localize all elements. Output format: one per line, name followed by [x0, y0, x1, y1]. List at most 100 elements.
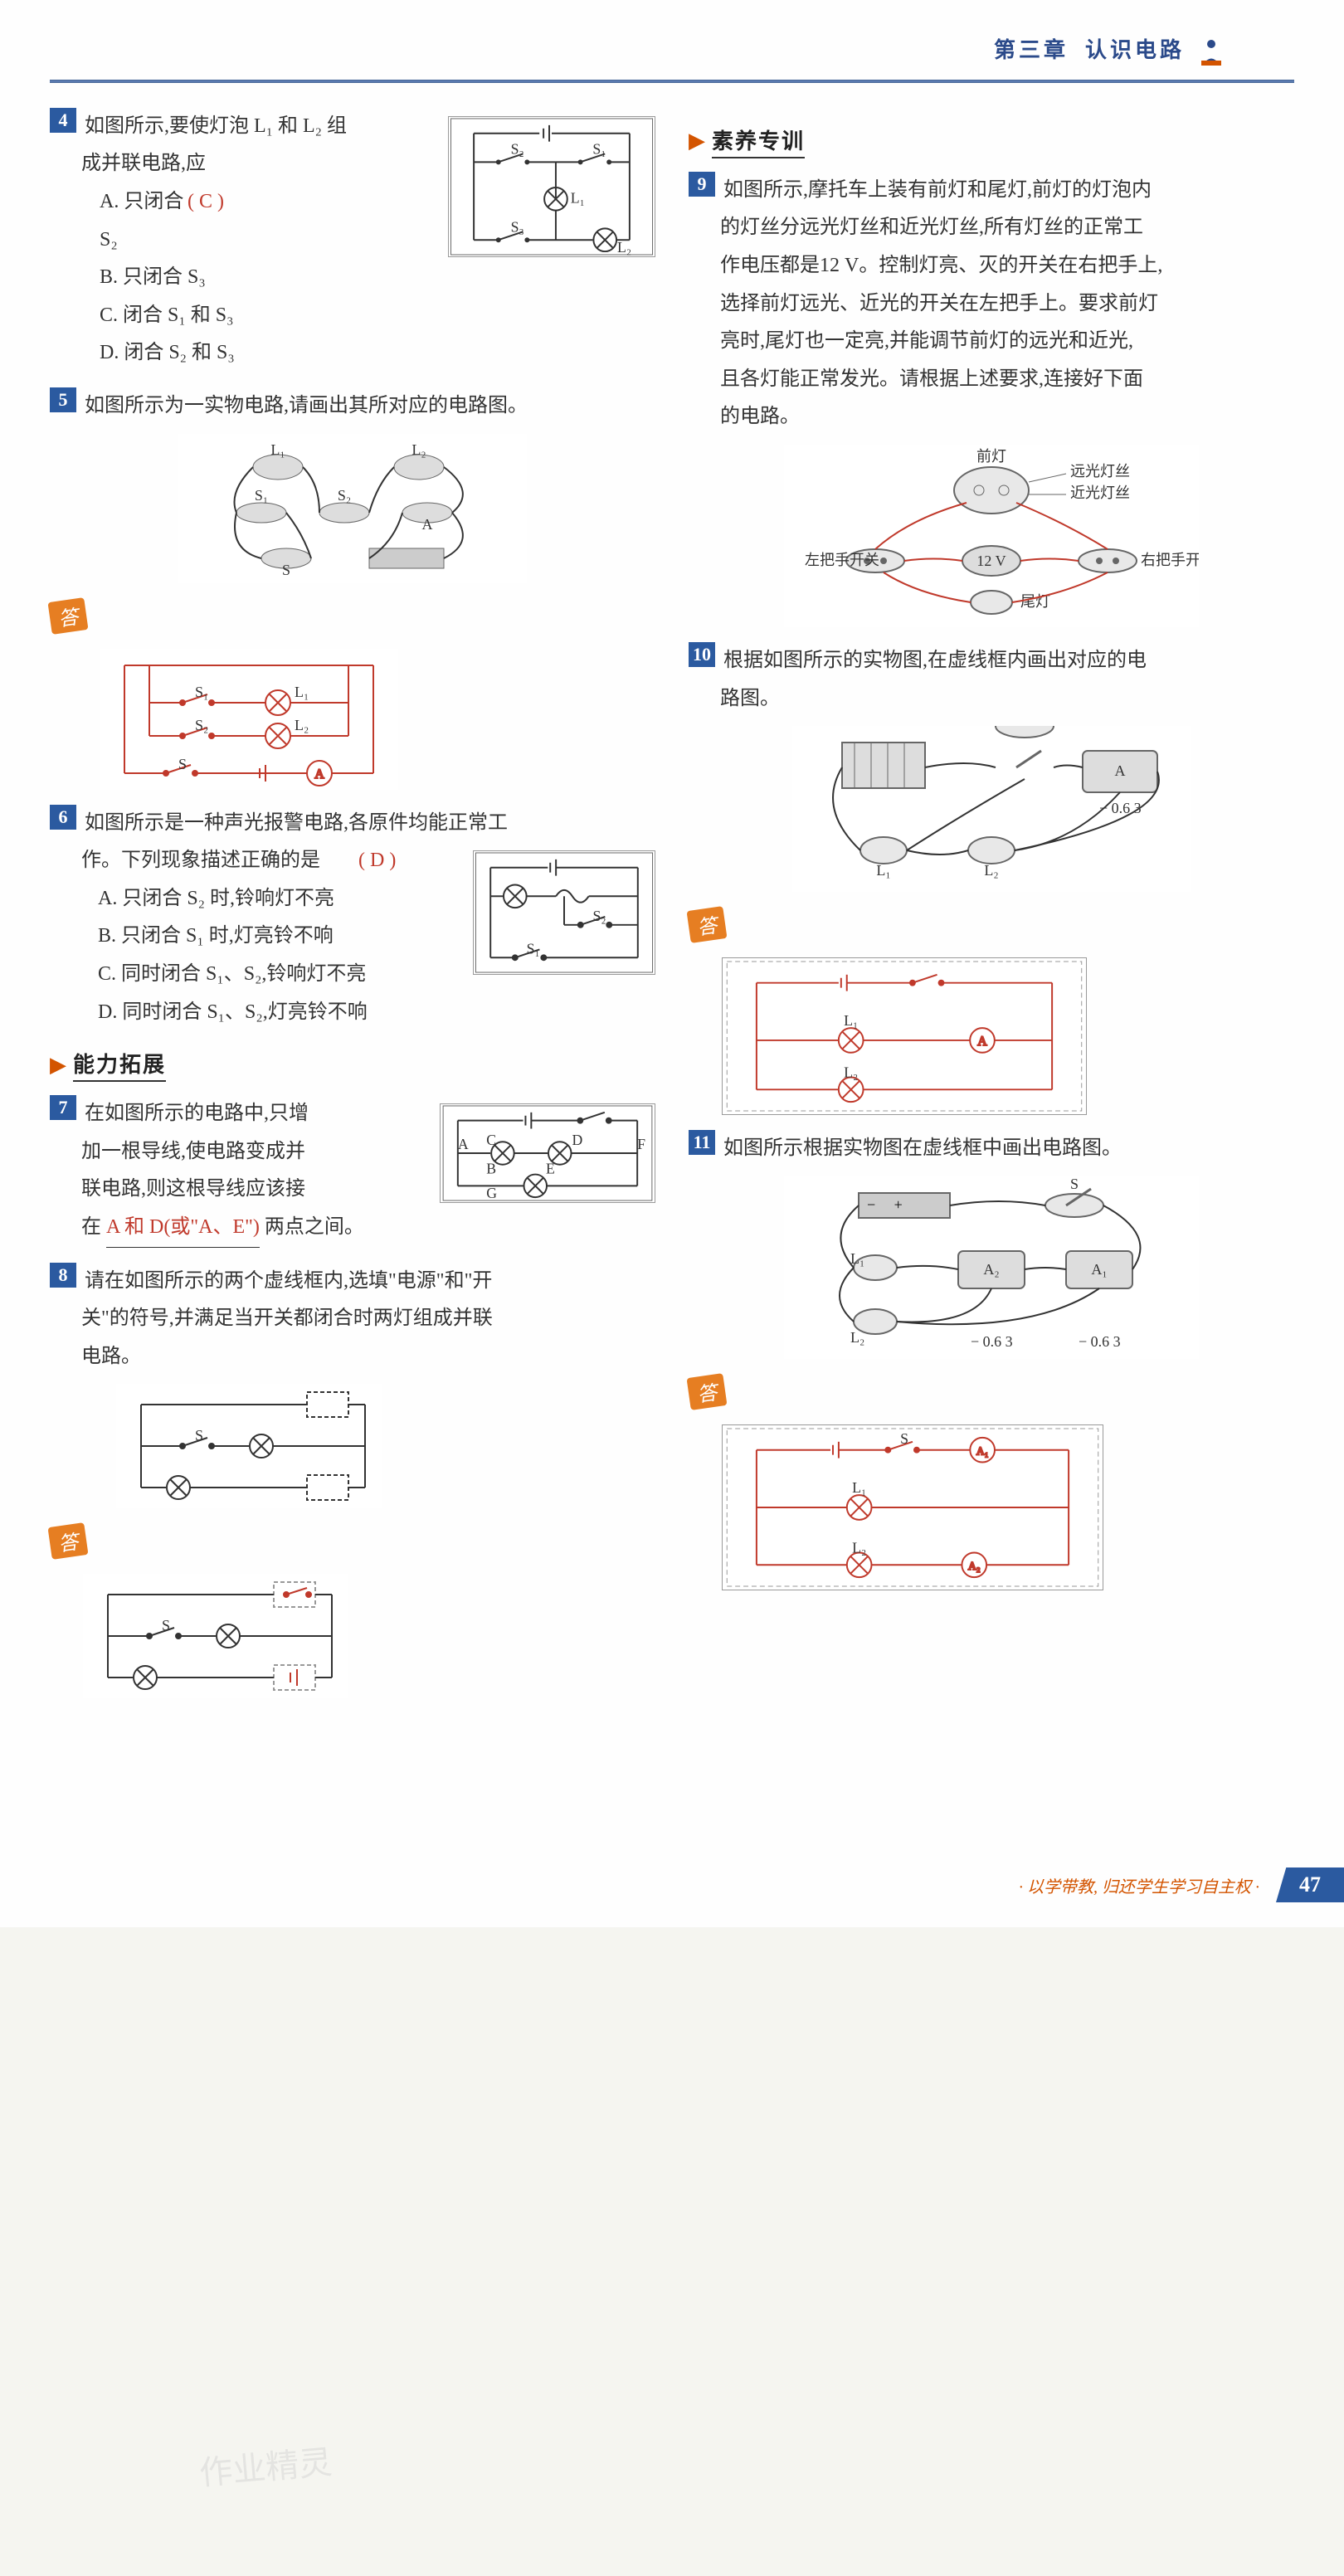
q5-text: 如图所示为一实物电路,请画出其所对应的电路图。: [85, 395, 528, 416]
q8-number: 8: [50, 1263, 76, 1288]
q4-circuit-diagram: S₂ S₁ L₁ S₃: [448, 116, 655, 257]
q4-answer: ( C ): [187, 183, 224, 222]
svg-text:B: B: [486, 1161, 496, 1177]
svg-text:A₁: A₁: [976, 1444, 989, 1457]
svg-text:L₂: L₂: [617, 239, 631, 256]
q8-question-diagram: S: [116, 1384, 382, 1508]
section-ability: ▶ 能力拓展: [50, 1048, 655, 1082]
svg-text:左把手开关: 左把手开关: [805, 552, 879, 568]
q5-answer-diagram: A S₁ L₁ S₂: [100, 649, 398, 790]
svg-text:− +: − +: [867, 1196, 903, 1213]
q10-text-2: 路图。: [689, 680, 1294, 718]
svg-text:L₂: L₂: [295, 717, 309, 733]
section-ability-title: 能力拓展: [73, 1048, 166, 1082]
svg-text:A: A: [1115, 762, 1126, 779]
svg-text:A₂: A₂: [968, 1560, 981, 1572]
q11-number: 11: [689, 1130, 715, 1155]
left-column: S₂ S₁ L₁ S₃: [50, 108, 655, 1713]
q5-answer-badge: 答: [48, 597, 89, 635]
q9-number: 9: [689, 172, 715, 197]
q7-circuit-diagram: A C D B E F G: [440, 1103, 655, 1203]
svg-text:L₁: L₁: [850, 1250, 864, 1267]
svg-text:L₁: L₁: [270, 441, 285, 458]
svg-text:D: D: [572, 1132, 583, 1148]
q7-number: 7: [50, 1095, 76, 1120]
page-header: 第三章 认识电路: [50, 33, 1294, 73]
q4-text-2: 成并联电路,应: [81, 153, 206, 174]
q9-motorcycle-diagram: 前灯 远光灯丝 近光灯丝 左把手开关 右把手开关 12 V 尾灯: [784, 445, 1199, 627]
q10-answer-badge: 答: [687, 906, 728, 943]
q9-text-2: 的灯丝分远光灯丝和近光灯丝,所有灯丝的正常工: [689, 209, 1294, 247]
q4-opt-c: C. 闭合 S₁ 和 S₃: [50, 297, 655, 335]
question-5: 5 如图所示为一实物电路,请画出其所对应的电路图。 L₁ L₂ S₁ S₂ A …: [50, 387, 655, 790]
q8-text-1: 请在如图所示的两个虚线框内,选填"电源"和"开: [85, 1270, 492, 1292]
q7-text-1: 在如图所示的电路中,只增: [85, 1103, 309, 1124]
svg-text:L₁: L₁: [852, 1479, 866, 1496]
svg-text:S₂: S₂: [338, 487, 351, 504]
svg-text:G: G: [486, 1185, 497, 1201]
svg-text:S: S: [162, 1617, 170, 1634]
q4-opt-b: B. 只闭合 S₃: [50, 259, 655, 297]
svg-text:S₂: S₂: [593, 908, 606, 924]
q6-number: 6: [50, 805, 76, 830]
svg-text:S₁: S₁: [195, 684, 208, 700]
chapter-title: 认识电路: [1085, 38, 1185, 62]
q7-text-4a: 在: [81, 1216, 101, 1238]
section-literacy: ▶ 素养专训: [689, 124, 1294, 158]
svg-text:S₂: S₂: [511, 140, 524, 157]
svg-text:L₂: L₂: [852, 1539, 866, 1556]
svg-text:右把手开关: 右把手开关: [1141, 552, 1199, 568]
q4-number: 4: [50, 108, 76, 133]
svg-text:C: C: [486, 1132, 496, 1148]
chapter-label: 第三章: [994, 38, 1069, 62]
q8-answer-diagram: S: [83, 1574, 348, 1698]
reader-icon: [1195, 36, 1228, 73]
arrow-icon: ▶: [689, 129, 705, 153]
right-column: ▶ 素养专训 9 如图所示,摩托车上装有前灯和尾灯,前灯的灯泡内 的灯丝分远光灯…: [689, 108, 1294, 1713]
q5-number: 5: [50, 387, 76, 412]
svg-text:A: A: [314, 767, 324, 782]
svg-text:S₁: S₁: [592, 140, 606, 157]
svg-text:A₁: A₁: [1091, 1261, 1107, 1278]
question-6: 6 如图所示是一种声光报警电路,各原件均能正常工: [50, 805, 655, 1032]
q10-text-1: 根据如图所示的实物图,在虚线框内画出对应的电: [723, 650, 1147, 671]
svg-text:A: A: [422, 516, 433, 533]
svg-text:A: A: [977, 1035, 987, 1049]
question-10: 10 根据如图所示的实物图,在虚线框内画出对应的电 路图。 A L₁ L₂ − …: [689, 642, 1294, 1115]
q8-answer-badge: 答: [48, 1522, 89, 1560]
q9-text-6: 且各灯能正常发光。请根据上述要求,连接好下面: [689, 361, 1294, 399]
q11-physical-diagram: − + S L₁ L₂ A₂ A₁ − 0.6 3 − 0.6 3: [784, 1176, 1199, 1359]
q6-answer: ( D ): [358, 850, 396, 871]
svg-text:A₂: A₂: [983, 1261, 999, 1278]
q6-text-2: 作。下列现象描述正确的是: [81, 850, 320, 871]
q7-blank: A 和 D(或"A、E"): [106, 1209, 260, 1248]
q10-physical-diagram: A L₁ L₂ − 0.6 3: [792, 726, 1191, 892]
q8-text-2: 关"的符号,并满足当开关都闭合时两灯组成并联: [50, 1300, 655, 1338]
question-11: 11 如图所示根据实物图在虚线框中画出电路图。 − + S L₁ L₂ A₂ A…: [689, 1130, 1294, 1590]
svg-text:L₁: L₁: [876, 862, 890, 879]
q4-text-1: 如图所示,要使灯泡 L₁ 和 L₂ 组: [85, 115, 347, 137]
q11-answer-diagram: A₁ A₂ S L₁ L₂: [722, 1424, 1103, 1590]
svg-text:F: F: [637, 1136, 645, 1152]
svg-text:S: S: [1070, 1176, 1079, 1192]
q9-text-3: 作电压都是12 V。控制灯亮、灭的开关在右把手上,: [689, 247, 1294, 285]
q10-number: 10: [689, 642, 715, 667]
svg-text:12 V: 12 V: [976, 553, 1006, 569]
q9-text-7: 的电路。: [689, 398, 1294, 436]
q6-text-1: 如图所示是一种声光报警电路,各原件均能正常工: [85, 812, 508, 834]
svg-text:远光灯丝: 远光灯丝: [1070, 463, 1130, 480]
svg-text:L₁: L₁: [571, 190, 585, 207]
q9-text-5: 亮时,尾灯也一定亮,并能调节前灯的远光和近光,: [689, 323, 1294, 361]
svg-text:− 0.6 3: − 0.6 3: [971, 1333, 1013, 1350]
svg-text:A: A: [458, 1136, 469, 1152]
q11-answer-badge: 答: [687, 1373, 728, 1410]
svg-text:L₂: L₂: [411, 441, 426, 458]
svg-text:L₁: L₁: [295, 684, 309, 700]
header-rule: [50, 80, 1294, 83]
svg-text:L₂: L₂: [844, 1064, 858, 1081]
question-7: A C D B E F G 7 在如图所示的电路中,只增 加一根导线,使电路变成…: [50, 1095, 655, 1247]
q7-text-4b: 两点之间。: [265, 1216, 364, 1238]
section-literacy-title: 素养专训: [712, 124, 805, 158]
footer-motto: · 以学带教, 归还学生学习自主权 ·: [1019, 1873, 1259, 1897]
svg-text:E: E: [546, 1161, 555, 1177]
